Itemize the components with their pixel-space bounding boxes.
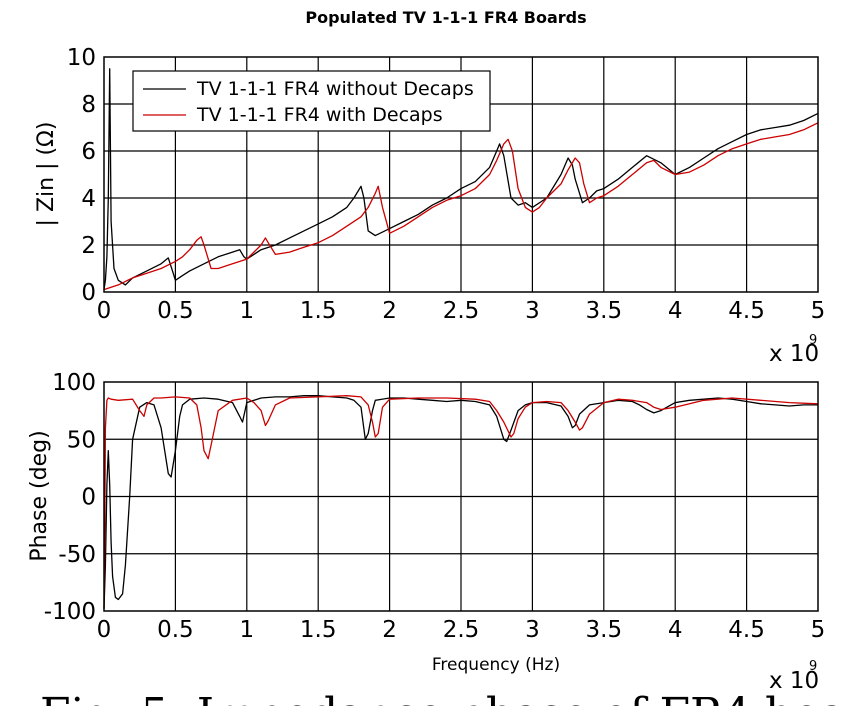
- legend-box: [132, 70, 491, 132]
- y-tick-label: 10: [67, 45, 96, 71]
- y-tick-label: 50: [67, 427, 96, 453]
- x-tick-label: 0: [97, 298, 112, 324]
- y-axis-label: | Zin | (Ω): [34, 122, 59, 227]
- series-group: [103, 68, 819, 291]
- y-tick-label: 2: [81, 233, 96, 259]
- x-tick-label: 2: [382, 298, 397, 324]
- x-multiplier-exponent: 9: [809, 659, 817, 674]
- x-tick-label: 1: [239, 298, 254, 324]
- y-tick-label: 8: [81, 92, 96, 118]
- impedance-plot: 0 0.5 1 1.5 2 2.5 3 3.5 4 4.5 5 0 2 4 6 8 10 | Zin | (Ω)…: [34, 45, 825, 367]
- x-tick-label: 0.5: [157, 617, 194, 643]
- x-tick-label: 1: [239, 617, 254, 643]
- x-tick-label: 1.5: [300, 298, 337, 324]
- x-tick-label: 5: [811, 617, 826, 643]
- x-multiplier: x 10 9: [769, 659, 819, 694]
- series-line-with-decaps: [103, 395, 819, 609]
- x-tick-label: 2: [382, 617, 397, 643]
- chart-title: Populated TV 1-1-1 FR4 Boards: [305, 8, 586, 27]
- y-tick-label: 0: [81, 485, 96, 511]
- legend-label-without-decaps: TV 1-1-1 FR4 without Decaps: [196, 78, 474, 100]
- y-tick-label: 4: [81, 186, 96, 212]
- legend: TV 1-1-1 FR4 without Decaps TV 1-1-1 FR4…: [132, 70, 491, 132]
- x-tick-label: 3.5: [586, 617, 623, 643]
- tick-labels: 0 0.5 1 1.5 2 2.5 3 3.5 4 4.5 5 0 2 4 6 8 10: [67, 45, 826, 324]
- tick-labels: 0 0.5 1 1.5 2 2.5 3 3.5 4 4.5 5 -100 -50 0 50 100: [44, 370, 826, 643]
- plot-frame: [103, 381, 819, 612]
- x-multiplier-exponent: 9: [809, 333, 817, 348]
- y-tick-label: 100: [52, 370, 96, 396]
- plot-frame: [103, 56, 819, 293]
- y-tick-label: 6: [81, 139, 96, 165]
- x-tick-label: 2.5: [443, 298, 480, 324]
- figure-caption: Fig. 5. Impedance phase of FR4 boards wi…: [40, 689, 845, 706]
- series-group: [103, 395, 819, 609]
- x-tick-label: 2.5: [443, 617, 480, 643]
- series-line-with-decaps: [103, 122, 819, 291]
- x-tick-label: 5: [811, 298, 826, 324]
- x-multiplier: x 10 9: [769, 333, 819, 367]
- x-tick-label: 4.5: [728, 298, 765, 324]
- x-multiplier-label: x 10: [769, 668, 819, 694]
- grid: [104, 382, 818, 611]
- x-multiplier-label: x 10: [769, 341, 819, 367]
- x-tick-label: 0.5: [157, 298, 194, 324]
- y-tick-label: -50: [58, 542, 96, 568]
- x-axis-label: Frequency (Hz): [432, 655, 560, 675]
- x-tick-label: 4: [668, 298, 683, 324]
- x-tick-label: 4.5: [728, 617, 765, 643]
- y-tick-label: -100: [44, 599, 96, 625]
- x-tick-label: 3: [525, 617, 540, 643]
- x-tick-label: 3: [525, 298, 540, 324]
- phase-plot: 0 0.5 1 1.5 2 2.5 3 3.5 4 4.5 5 -100 -50 0 50 100 Phase…: [27, 370, 825, 694]
- x-tick-label: 4: [668, 617, 683, 643]
- y-tick-label: 0: [81, 280, 96, 306]
- y-axis-label: Phase (deg): [27, 430, 52, 561]
- x-tick-label: 0: [97, 617, 112, 643]
- series-line-without-decaps: [103, 395, 818, 609]
- legend-label-with-decaps: TV 1-1-1 FR4 with Decaps: [196, 104, 443, 126]
- x-tick-label: 3.5: [586, 298, 623, 324]
- series-line-without-decaps: [103, 68, 819, 290]
- x-tick-label: 1.5: [300, 617, 337, 643]
